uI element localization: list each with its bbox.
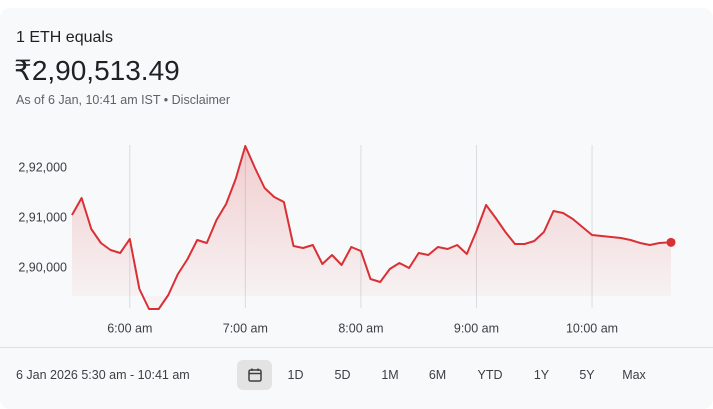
end-point [666, 237, 676, 247]
y-tick-label: 2,90,000 [18, 260, 67, 274]
x-tick-label: 10:00 am [566, 321, 618, 335]
period-button[interactable]: YTD [477, 368, 503, 382]
y-tick-label: 2,92,000 [18, 160, 67, 174]
area [72, 146, 671, 309]
separator: • [163, 93, 169, 107]
x-tick-label: 8:00 am [338, 321, 383, 335]
calendar-icon [247, 368, 262, 382]
period-button[interactable]: 1D [287, 368, 304, 382]
period-button[interactable]: 5D [334, 368, 351, 382]
divider [0, 347, 713, 348]
period-button[interactable]: Max [622, 368, 646, 382]
price: ₹2,90,513.49 [14, 55, 180, 86]
date-range: 6 Jan 2026 5:30 am - 10:41 am [16, 368, 190, 382]
x-tick-label: 7:00 am [223, 321, 268, 335]
line [71, 145, 672, 310]
period-bar: 1D 5D 1M 6M YTD 1Y 5Y Max [237, 360, 658, 390]
calendar-button[interactable] [237, 360, 272, 390]
as-of-text: As of 6 Jan, 10:41 am IST [16, 93, 161, 107]
disclaimer[interactable]: Disclaimer [171, 93, 230, 107]
as-of: As of 6 Jan, 10:41 am IST • Disclaimer [16, 93, 230, 107]
period-button[interactable]: 6M [428, 368, 447, 382]
title: 1 ETH equals [16, 29, 113, 46]
chart: 6:00 am 7:00 am 8:00 am 9:00 am 10:00 am 2,90… [18, 145, 676, 335]
card: 1 ETH equals ₹2,90,513.49 As of 6 Jan, 1… [0, 8, 713, 409]
y-tick-label: 2,91,000 [18, 210, 67, 224]
period-button[interactable]: 1M [381, 368, 399, 382]
x-tick-label: 6:00 am [107, 321, 152, 335]
x-tick-label: 9:00 am [454, 321, 499, 335]
period-button[interactable]: 5Y [579, 368, 595, 382]
period-button[interactable]: 1Y [533, 368, 550, 382]
